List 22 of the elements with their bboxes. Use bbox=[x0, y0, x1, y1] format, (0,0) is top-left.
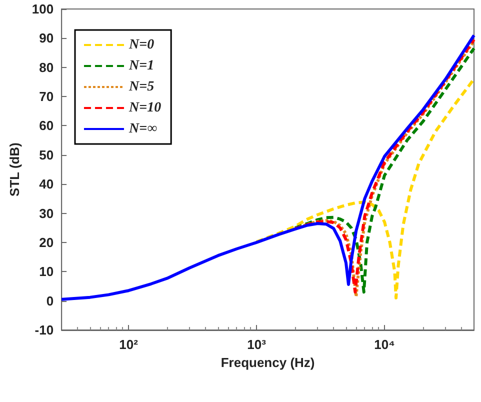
y-tick-label: 0 bbox=[46, 293, 54, 308]
x-tick-label: 10² bbox=[119, 337, 139, 352]
x-axis-title: Frequency (Hz) bbox=[220, 355, 315, 370]
y-tick-label: 60 bbox=[39, 118, 54, 134]
x-tick-label: 10³ bbox=[247, 337, 267, 352]
y-tick-label: 50 bbox=[39, 147, 54, 162]
legend-label: N=∞ bbox=[128, 122, 158, 136]
y-tick-label: 90 bbox=[39, 30, 54, 46]
legend-label: N=10 bbox=[128, 100, 162, 116]
y-tick-label: 40 bbox=[39, 176, 54, 192]
legend-label: N=0 bbox=[128, 38, 154, 52]
y-tick-label: 30 bbox=[39, 206, 54, 221]
y-axis-title: STL (dB) bbox=[7, 142, 22, 196]
y-tick-label: 100 bbox=[32, 2, 54, 16]
legend-label: N=5 bbox=[128, 80, 154, 94]
y-tick-label: 10 bbox=[39, 264, 54, 280]
y-tick-label: 70 bbox=[39, 89, 54, 104]
y-tick-label: 80 bbox=[39, 60, 54, 75]
y-tick-label: 20 bbox=[39, 234, 54, 250]
x-tick-label: 10⁴ bbox=[374, 337, 395, 352]
y-tick-label: -10 bbox=[34, 322, 54, 338]
legend-label: N=1 bbox=[128, 58, 154, 74]
